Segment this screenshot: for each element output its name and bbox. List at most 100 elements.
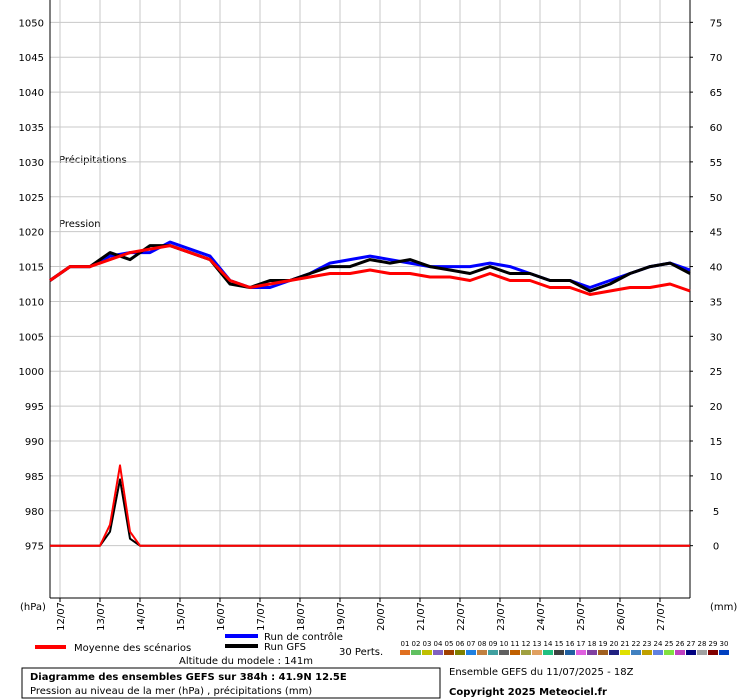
legend-swatch xyxy=(543,650,553,655)
y-axis-label: (hPa) xyxy=(20,602,46,613)
legend-label: Run GFS xyxy=(264,642,306,653)
legend-swatch xyxy=(631,650,641,655)
y-tick-label: 985 xyxy=(25,472,44,483)
legend-label: 29 xyxy=(709,640,718,648)
run-info: Ensemble GEFS du 11/07/2025 - 18Z xyxy=(449,667,634,678)
series-line xyxy=(49,244,691,296)
y2-tick-label: 25 xyxy=(710,367,723,378)
legend-swatch xyxy=(521,650,531,655)
legend-label: Run de contrôle xyxy=(264,631,343,643)
legend-label: 08 xyxy=(478,640,487,648)
legend-swatch xyxy=(455,650,465,655)
legend-swatch xyxy=(587,650,597,655)
y-tick-label: 1040 xyxy=(19,88,44,99)
x-tick-label: 24/07 xyxy=(536,602,547,631)
y2-tick-label: 65 xyxy=(710,88,723,99)
x-tick-label: 18/07 xyxy=(296,602,307,631)
legend-label: 30 xyxy=(720,640,729,648)
y-tick-label: 1020 xyxy=(19,228,44,239)
legend-swatch xyxy=(477,650,487,655)
y2-tick-label: 30 xyxy=(710,332,723,343)
legend-swatch xyxy=(411,650,421,655)
legend-label: 28 xyxy=(698,640,707,648)
info-box xyxy=(21,667,441,699)
chart-title: Diagramme des ensembles GEFS sur 384h : … xyxy=(30,672,347,683)
legend-label: 30 Perts. xyxy=(339,647,383,658)
y-tick-label: 1025 xyxy=(19,193,44,204)
y2-tick-label: 75 xyxy=(710,18,723,29)
legend-swatch xyxy=(653,650,663,655)
x-tick-label: 16/07 xyxy=(216,602,227,631)
chart-subtitle: Pression au niveau de la mer (hPa) , pré… xyxy=(30,685,312,697)
y2-tick-label: 50 xyxy=(710,193,723,204)
legend-swatch xyxy=(532,650,542,655)
legend-label: 04 xyxy=(434,640,443,648)
legend-label: 26 xyxy=(676,640,685,648)
legend-swatch xyxy=(708,650,718,655)
legend-swatch xyxy=(598,650,608,655)
legend-swatch xyxy=(675,650,685,655)
annotation: Pression xyxy=(59,219,101,230)
series-line xyxy=(50,464,690,547)
legend-label: 13 xyxy=(533,640,542,648)
legend-label: 11 xyxy=(511,640,520,648)
legend-swatch xyxy=(433,650,443,655)
legend-label: 03 xyxy=(423,640,432,648)
y-tick-label: 995 xyxy=(25,402,44,413)
y2-tick-label: 15 xyxy=(710,437,723,448)
y-tick-label: 1045 xyxy=(19,53,44,64)
legend-label: 06 xyxy=(456,640,465,648)
x-tick-label: 22/07 xyxy=(456,602,467,631)
legend-swatch xyxy=(697,650,707,655)
annotation: Précipitations xyxy=(59,154,127,166)
altitude: Altitude du modele : 141m xyxy=(179,656,313,667)
x-tick-label: 13/07 xyxy=(96,602,107,631)
y2-axis-label: (mm) xyxy=(710,602,737,613)
legend-label: 24 xyxy=(654,640,663,648)
y-tick-label: 990 xyxy=(25,437,44,448)
y-tick-label: 1010 xyxy=(19,297,44,308)
x-tick-label: 19/07 xyxy=(336,602,347,631)
legend-swatch xyxy=(609,650,619,655)
y2-tick-label: 5 xyxy=(713,507,719,518)
x-tick-label: 17/07 xyxy=(256,602,267,631)
legend-swatch xyxy=(664,650,674,655)
x-tick-label: 27/07 xyxy=(656,602,667,631)
legend-label: 25 xyxy=(665,640,674,648)
legend-label: Moyenne des scénarios xyxy=(74,642,191,654)
legend-swatch xyxy=(510,650,520,655)
legend-swatch xyxy=(642,650,652,655)
y2-tick-label: 45 xyxy=(710,228,723,239)
legend-label: 23 xyxy=(643,640,652,648)
legend-swatch xyxy=(400,650,410,655)
y2-tick-label: 70 xyxy=(710,53,723,64)
legend-swatch xyxy=(422,650,432,655)
y-tick-label: 1000 xyxy=(19,367,44,378)
legend-label: 21 xyxy=(621,640,630,648)
y2-tick-label: 20 xyxy=(710,402,723,413)
y-tick-label: 1015 xyxy=(19,263,44,274)
copyright: Copyright 2025 Meteociel.fr xyxy=(449,687,607,698)
x-tick-label: 23/07 xyxy=(496,602,507,631)
y2-tick-label: 0 xyxy=(713,542,719,553)
y-tick-label: 980 xyxy=(25,507,44,518)
y-tick-label: 975 xyxy=(25,542,44,553)
legend-swatch xyxy=(488,650,498,655)
legend-label: 18 xyxy=(588,640,597,648)
legend-label: 16 xyxy=(566,640,575,648)
legend-swatch xyxy=(565,650,575,655)
legend-label: 12 xyxy=(522,640,531,648)
y2-tick-label: 10 xyxy=(710,472,723,483)
legend-label: 27 xyxy=(687,640,696,648)
legend-swatch xyxy=(620,650,630,655)
legend-label: 02 xyxy=(412,640,421,648)
legend-swatch xyxy=(499,650,509,655)
y-tick-label: 1035 xyxy=(19,123,44,134)
y-tick-label: 1005 xyxy=(19,332,44,343)
legend-label: 09 xyxy=(489,640,498,648)
x-tick-label: 21/07 xyxy=(416,602,427,631)
legend-swatch xyxy=(686,650,696,655)
y2-tick-label: 60 xyxy=(710,123,723,134)
